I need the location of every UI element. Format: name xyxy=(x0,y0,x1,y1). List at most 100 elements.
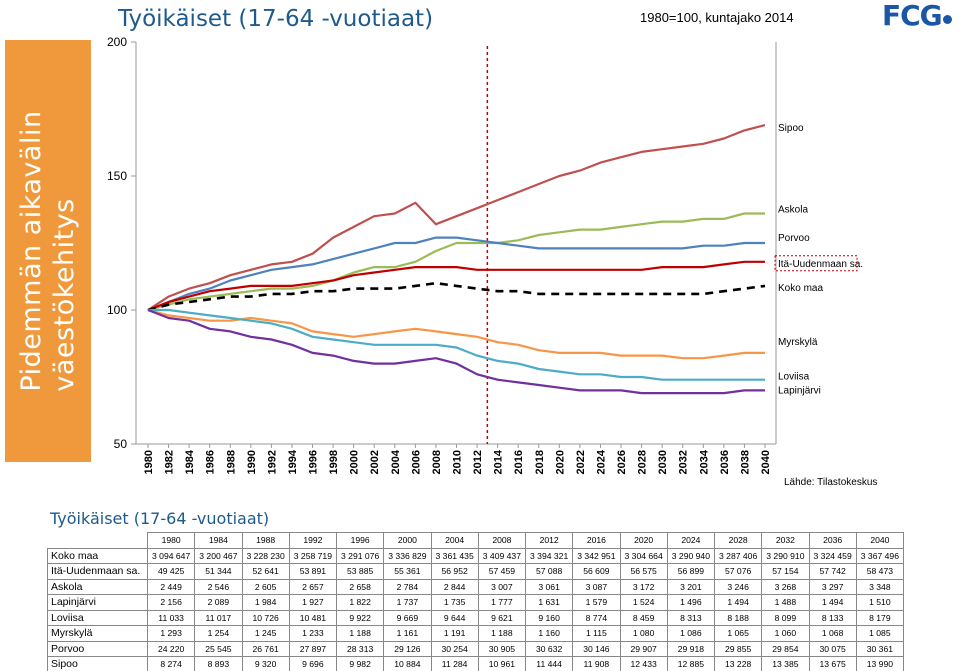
table-cell: 1 085 xyxy=(855,625,905,642)
table-cell: 12 433 xyxy=(619,656,668,671)
table-cell: 11 284 xyxy=(430,656,479,671)
table-cell: 29 126 xyxy=(383,640,432,657)
x-tick-label: 2036 xyxy=(719,450,731,474)
table-cell: 30 361 xyxy=(855,640,905,657)
table-cell: 9 922 xyxy=(335,609,385,626)
series-label-ita_uusimaa: Itä-Uudenmaan sa. xyxy=(778,259,863,270)
x-tick-label: 2040 xyxy=(760,450,772,474)
table-header-row: 1980 1984 1988 1992 1996 2000 2004 2008 2012 2016… xyxy=(47,532,905,549)
table-cell: 13 990 xyxy=(855,656,905,671)
table-cell: 8 774 xyxy=(572,609,621,626)
table-cell: 3 094 647 xyxy=(146,547,196,564)
series-label-myrskyla: Myrskylä xyxy=(778,337,818,348)
table-cell: 3 361 435 xyxy=(430,547,479,564)
table-cell: 10 961 xyxy=(477,656,527,671)
y-tick-label: 100 xyxy=(107,303,127,317)
table-corner-cell xyxy=(47,532,148,549)
table-cell: 30 632 xyxy=(524,640,574,657)
x-tick-label: 2032 xyxy=(678,450,690,474)
x-tick-label: 2018 xyxy=(534,450,546,474)
table-cell: 13 675 xyxy=(808,656,857,671)
table-cell: 57 076 xyxy=(713,563,763,580)
table-year-header: 2020 xyxy=(619,532,668,549)
series-label-koko_maa: Koko maa xyxy=(778,283,823,294)
table-cell: 1 080 xyxy=(619,625,668,642)
table-cell: 30 905 xyxy=(477,640,527,657)
table-cell: 1 068 xyxy=(808,625,857,642)
table-year-header: 2036 xyxy=(808,532,857,549)
table-cell: 53 885 xyxy=(335,563,385,580)
series-line-porvoo xyxy=(147,236,765,312)
table-cell: 13 228 xyxy=(713,656,763,671)
table-cell: 3 367 496 xyxy=(855,547,905,564)
table-cell: 57 459 xyxy=(477,563,527,580)
source-note: Lähde: Tilastokeskus xyxy=(784,477,878,488)
table-cell: 27 897 xyxy=(288,640,338,657)
table-row-name: Koko maa xyxy=(47,547,148,564)
x-tick-label: 2026 xyxy=(616,450,628,474)
table-cell: 3 290 940 xyxy=(666,547,716,564)
series-line-ita_uusimaa xyxy=(147,260,765,312)
table-row-name: Itä-Uudenmaan sa. xyxy=(47,563,148,580)
table-cell: 8 133 xyxy=(808,609,857,626)
table-cell: 3 246 xyxy=(713,578,763,595)
table-cell: 3 258 719 xyxy=(288,547,338,564)
table-year-header: 2016 xyxy=(572,532,621,549)
table-cell: 9 320 xyxy=(241,656,290,671)
table-row: Loviisa 11 033 11 017 10 726 10 481 9 922 9 66… xyxy=(47,609,905,626)
table-cell: 9 621 xyxy=(477,609,527,626)
table-cell: 10 726 xyxy=(241,609,290,626)
x-tick-label: 2004 xyxy=(390,449,402,474)
series-line-myrskyla xyxy=(147,308,765,360)
table-cell: 2 784 xyxy=(383,578,432,595)
table-cell: 3 200 467 xyxy=(194,547,243,564)
table-cell: 10 884 xyxy=(383,656,432,671)
table-row-name: Porvoo xyxy=(47,640,148,657)
x-tick-label: 2034 xyxy=(698,449,710,474)
x-tick-label: 1990 xyxy=(246,450,258,474)
table-year-header: 1980 xyxy=(146,532,196,549)
x-tick-label: 2016 xyxy=(513,450,525,474)
table-cell: 25 545 xyxy=(194,640,243,657)
table-cell: 9 696 xyxy=(288,656,338,671)
table-cell: 3 304 664 xyxy=(619,547,668,564)
table-cell: 3 342 951 xyxy=(572,547,621,564)
table-cell: 1 160 xyxy=(524,625,574,642)
y-tick-label: 200 xyxy=(107,35,127,49)
side-title-band xyxy=(5,40,91,462)
table-cell: 11 017 xyxy=(194,609,243,626)
table-cell: 8 179 xyxy=(855,609,905,626)
table-cell: 1 245 xyxy=(241,625,290,642)
table-year-header: 2012 xyxy=(524,532,574,549)
table-cell: 1 735 xyxy=(430,594,479,611)
table-cell: 9 644 xyxy=(430,609,479,626)
table-cell: 13 385 xyxy=(761,656,810,671)
series-line-lapinjarvi xyxy=(147,308,765,395)
table-cell: 30 254 xyxy=(430,640,479,657)
table-cell: 3 291 076 xyxy=(335,547,385,564)
table-cell: 1 086 xyxy=(666,625,716,642)
table-cell: 51 344 xyxy=(194,563,243,580)
table-cell: 2 844 xyxy=(430,578,479,595)
table-cell: 2 605 xyxy=(241,578,290,595)
table-cell: 30 146 xyxy=(572,640,621,657)
table-cell: 3 394 321 xyxy=(524,547,574,564)
table-cell: 10 481 xyxy=(288,609,338,626)
x-tick-label: 1980 xyxy=(143,450,155,474)
table-year-header: 2032 xyxy=(761,532,810,549)
table-cell: 1 233 xyxy=(288,625,338,642)
table-cell: 1 060 xyxy=(761,625,810,642)
x-tick-label: 2012 xyxy=(472,450,484,474)
table-row-name: Lapinjärvi xyxy=(47,594,148,611)
series-label-lapinjarvi: Lapinjärvi xyxy=(778,385,821,396)
table-cell: 2 089 xyxy=(194,594,243,611)
table-cell: 11 033 xyxy=(146,609,196,626)
table-cell: 9 160 xyxy=(524,609,574,626)
table-cell: 1 191 xyxy=(430,625,479,642)
table-year-header: 2000 xyxy=(383,532,432,549)
table-cell: 29 907 xyxy=(619,640,668,657)
table-cell: 1 293 xyxy=(146,625,196,642)
x-tick-label: 1992 xyxy=(266,450,278,474)
chart-title: Työikäiset (17-64 -vuotiaat) xyxy=(118,6,434,32)
table-cell: 56 609 xyxy=(572,563,621,580)
